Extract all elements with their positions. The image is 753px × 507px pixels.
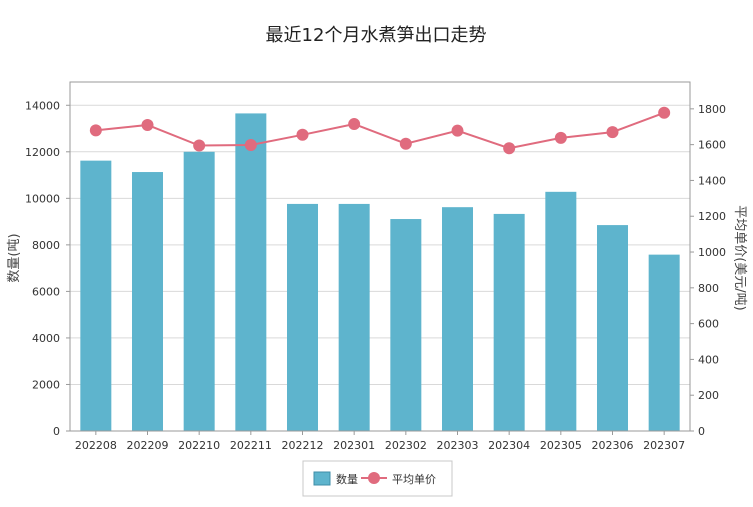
- line-point: [503, 142, 516, 155]
- line-point: [348, 118, 361, 131]
- gridlines: [70, 104, 690, 385]
- line-point: [296, 128, 309, 141]
- x-axis: 202208 202209 202210 202211 202212 202301 2023…: [75, 431, 685, 452]
- bar-series: [80, 113, 680, 432]
- bar: [545, 191, 577, 431]
- line-point: [141, 118, 154, 131]
- right-axis-title: 平均单价(美元/吨): [732, 205, 747, 311]
- x-tick-label: 202303: [437, 439, 479, 452]
- line-point: [658, 106, 671, 119]
- bar: [183, 151, 215, 432]
- legend-label-quantity: 数量: [336, 473, 358, 486]
- bar: [338, 203, 370, 431]
- left-tick-label: 4000: [32, 332, 60, 345]
- left-axis: 0 2000 4000 6000 8000 10000 12000 14000: [25, 99, 70, 438]
- x-tick-label: 202304: [488, 439, 530, 452]
- x-tick-label: 202307: [643, 439, 685, 452]
- x-tick-label: 202212: [282, 439, 324, 452]
- left-tick-label: 8000: [32, 239, 60, 252]
- right-axis: 0 200 400 600 800 1000 1200 1400 1600 1800: [690, 103, 726, 438]
- plot-frame: [69, 81, 691, 432]
- line-point: [606, 126, 619, 139]
- plot-border: [69, 81, 691, 432]
- x-tick-label: 202301: [333, 439, 375, 452]
- x-tick-label: 202306: [592, 439, 634, 452]
- legend-marker: [368, 472, 380, 484]
- right-tick-label: 200: [698, 389, 719, 402]
- chart-title: 最近12个月水煮笋出口走势: [266, 25, 487, 46]
- x-tick-label: 202208: [75, 439, 117, 452]
- line-point: [89, 124, 102, 137]
- left-tick-label: 14000: [25, 99, 60, 112]
- bar: [132, 172, 163, 432]
- bar: [80, 160, 112, 431]
- line-point: [554, 131, 567, 144]
- right-tick-label: 1400: [698, 174, 726, 187]
- left-tick-label: 2000: [32, 378, 60, 391]
- left-tick-label: 0: [53, 425, 60, 438]
- right-tick-label: 1800: [698, 103, 726, 116]
- left-tick-label: 6000: [32, 285, 60, 298]
- bar: [648, 254, 680, 431]
- right-tick-label: 0: [698, 425, 705, 438]
- bar: [442, 207, 473, 431]
- line-point: [451, 124, 464, 137]
- x-tick-label: 202211: [230, 439, 272, 452]
- legend-bar-swatch: [313, 471, 331, 486]
- bar: [493, 213, 525, 431]
- bar: [390, 219, 422, 431]
- line-point: [399, 137, 412, 150]
- bar: [287, 203, 318, 431]
- right-tick-label: 1000: [698, 246, 726, 259]
- avg-price-line: [95, 111, 665, 150]
- legend-label-avg-price: 平均单价: [392, 473, 436, 486]
- legend: 数量 平均单价: [302, 460, 453, 497]
- left-tick-label: 12000: [25, 146, 60, 159]
- bar: [597, 225, 628, 431]
- right-tick-label: 1600: [698, 139, 726, 152]
- line-series: [89, 106, 671, 155]
- x-tick-label: 202302: [385, 439, 427, 452]
- x-tick-label: 202210: [178, 439, 220, 452]
- x-tick-label: 202305: [540, 439, 582, 452]
- line-point: [193, 139, 206, 152]
- right-tick-label: 600: [698, 318, 719, 331]
- bar: [235, 113, 267, 431]
- left-tick-label: 10000: [25, 192, 60, 205]
- right-tick-label: 800: [698, 282, 719, 295]
- x-tick-label: 202209: [127, 439, 169, 452]
- right-tick-label: 1200: [698, 210, 726, 223]
- right-tick-label: 400: [698, 353, 719, 366]
- line-point: [244, 138, 257, 151]
- left-axis-title: 数量(吨): [7, 233, 22, 282]
